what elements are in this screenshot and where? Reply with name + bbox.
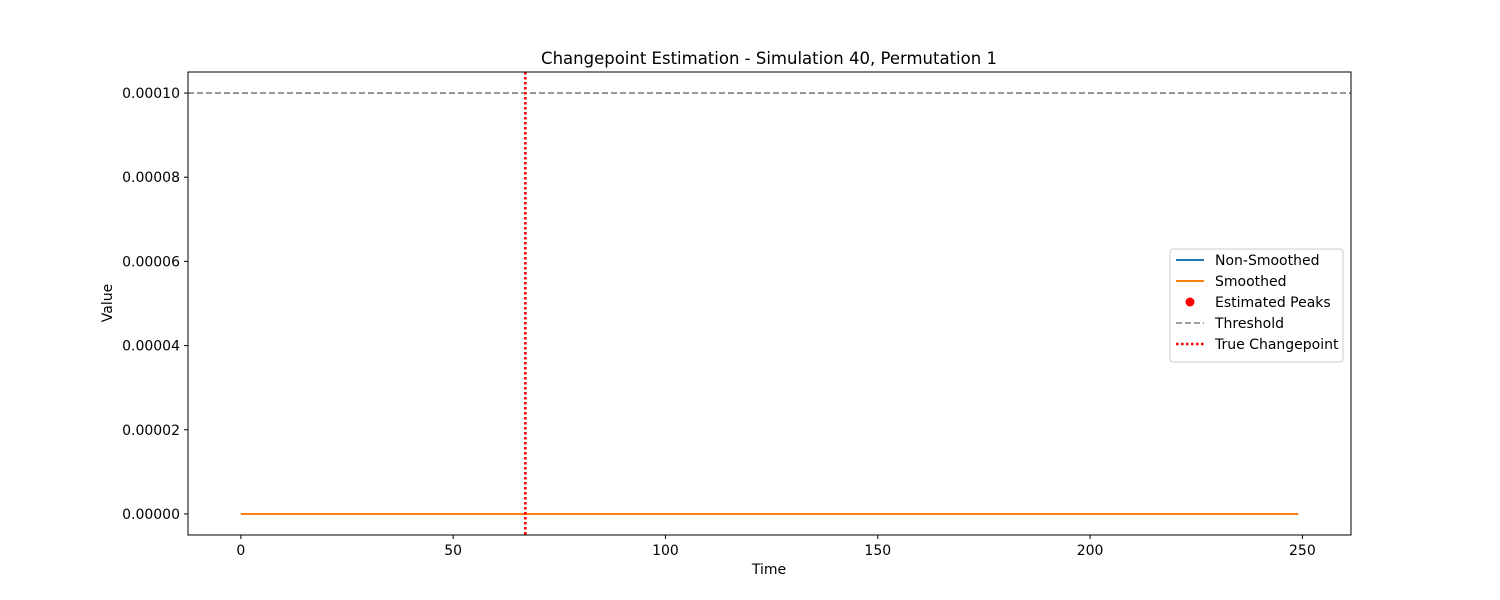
legend-label-estimated-peaks: Estimated Peaks (1215, 295, 1331, 311)
legend-label-true-changepoint: True Changepoint (1214, 337, 1339, 353)
y-tick-label: 0.00006 (122, 254, 180, 270)
y-tick-label: 0.00008 (122, 170, 180, 186)
x-axis-label: Time (751, 562, 786, 578)
legend-swatch-estimated-peaks (1186, 298, 1195, 307)
legend-label-smoothed: Smoothed (1215, 274, 1287, 290)
legend-label-non-smoothed: Non-Smoothed (1215, 253, 1319, 269)
y-tick-label: 0.00010 (122, 86, 180, 102)
y-tick-label: 0.00002 (122, 423, 180, 439)
y-tick-label: 0.00004 (122, 339, 180, 355)
x-tick-label: 50 (444, 543, 462, 559)
x-tick-label: 100 (652, 543, 679, 559)
y-tick-label: 0.00000 (122, 507, 180, 523)
x-tick-label: 200 (1077, 543, 1104, 559)
x-tick-label: 250 (1289, 543, 1316, 559)
x-tick-label: 0 (236, 543, 245, 559)
y-axis-label: Value (100, 284, 116, 322)
legend-label-threshold: Threshold (1214, 316, 1284, 332)
legend: Non-Smoothed Smoothed Estimated Peaks Thres… (1170, 249, 1343, 362)
x-tick-label: 150 (864, 543, 891, 559)
chart-title: Changepoint Estimation - Simulation 40, … (541, 49, 997, 68)
